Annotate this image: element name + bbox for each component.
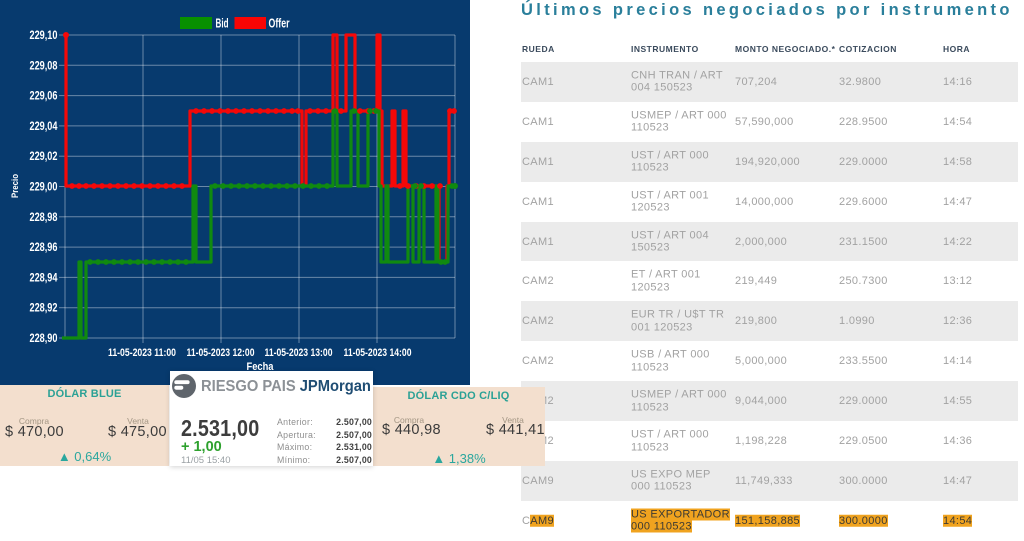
svg-text:11-05-2023 12:00: 11-05-2023 12:00 [187, 347, 255, 359]
svg-text:Precio: Precio [10, 174, 21, 198]
svg-text:229,00: 229,00 [30, 182, 58, 194]
svg-text:228,96: 228,96 [30, 242, 58, 254]
svg-text:228,92: 228,92 [30, 303, 58, 315]
svg-text:229,08: 229,08 [30, 60, 58, 72]
svg-text:228,98: 228,98 [30, 212, 58, 224]
svg-text:Fecha: Fecha [247, 361, 275, 373]
svg-text:Bid: Bid [216, 16, 229, 31]
svg-text:Offer: Offer [269, 16, 290, 31]
svg-text:11-05-2023 14:00: 11-05-2023 14:00 [344, 347, 412, 359]
svg-text:228,90: 228,90 [30, 333, 58, 345]
svg-text:229,06: 229,06 [30, 91, 58, 103]
svg-text:11-05-2023 13:00: 11-05-2023 13:00 [265, 347, 333, 359]
svg-text:228,94: 228,94 [30, 272, 58, 284]
svg-text:229,04: 229,04 [30, 121, 58, 133]
svg-text:11-05-2023 11:00: 11-05-2023 11:00 [108, 347, 176, 359]
svg-text:229,10: 229,10 [30, 30, 58, 42]
svg-text:229,02: 229,02 [30, 151, 58, 163]
